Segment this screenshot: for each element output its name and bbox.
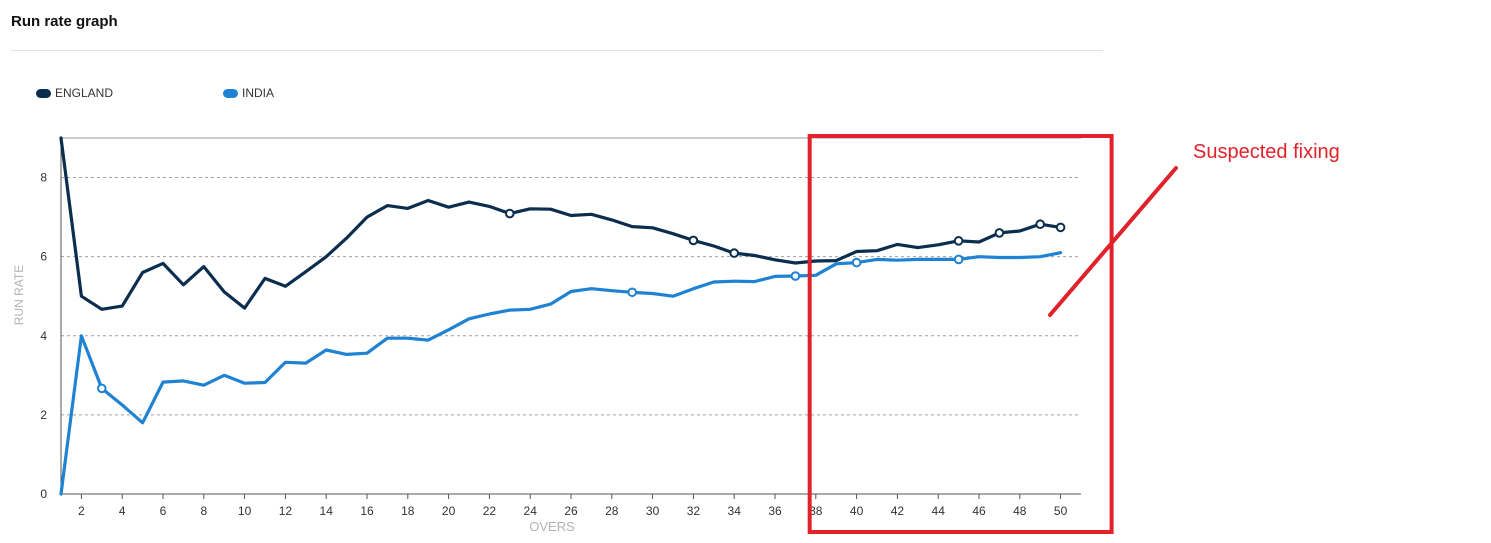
y-tick-label: 2 <box>40 408 47 422</box>
x-tick-label: 16 <box>360 504 374 518</box>
highlight-box <box>807 134 1114 534</box>
x-tick-label: 20 <box>442 504 456 518</box>
title-divider <box>11 50 1103 51</box>
x-tick-label: 50 <box>1054 504 1068 518</box>
legend-swatch-england <box>36 88 51 98</box>
point-marker-india <box>953 254 964 265</box>
x-tick-label: 40 <box>850 504 864 518</box>
marker-layer <box>97 208 1066 394</box>
x-tick-label: 12 <box>279 504 293 518</box>
grid-layer <box>61 137 1081 416</box>
x-tick-label: 32 <box>687 504 701 518</box>
x-tick-label: 6 <box>160 504 167 518</box>
x-tick-label: 8 <box>200 504 207 518</box>
point-marker-england <box>953 236 964 246</box>
x-tick-label: 26 <box>564 504 578 518</box>
x-tick-label: 34 <box>728 504 742 518</box>
x-tick-label: 24 <box>524 504 538 518</box>
point-marker-england <box>1055 222 1066 233</box>
x-tick-label: 30 <box>646 504 660 518</box>
point-marker-england <box>994 228 1005 238</box>
point-marker-india <box>97 383 107 394</box>
legend-label-england: ENGLAND <box>55 86 114 100</box>
point-marker-england <box>505 208 515 219</box>
y-tick-label: 0 <box>40 487 47 501</box>
y-tick-label: 6 <box>40 250 47 264</box>
x-tick-label: 10 <box>238 504 252 518</box>
y-axis-title: RUN RATE <box>12 265 26 325</box>
x-tick-label: 22 <box>483 504 497 518</box>
page-title: Run rate graph <box>11 13 118 30</box>
series-line-india <box>59 251 1063 496</box>
x-tick-label: 14 <box>320 504 334 518</box>
point-marker-india <box>790 271 801 281</box>
x-tick-label: 42 <box>891 504 905 518</box>
legend-item-india[interactable]: INDIA <box>223 86 274 100</box>
annotation-layer <box>807 134 1178 534</box>
point-marker-india <box>627 287 638 298</box>
legend-item-england[interactable]: ENGLAND <box>36 86 113 100</box>
x-tick-label: 2 <box>78 504 85 518</box>
x-tick-label: 28 <box>605 504 619 518</box>
annotation-pointer-line <box>1048 166 1178 317</box>
x-tick-label: 36 <box>768 504 782 518</box>
series-layer <box>59 136 1063 496</box>
y-tick-label: 8 <box>40 171 47 185</box>
point-marker-india <box>851 257 862 268</box>
x-axis-title: OVERS <box>529 519 575 534</box>
point-marker-england <box>1035 219 1045 230</box>
legend-label-india: INDIA <box>242 86 275 100</box>
x-tick-label: 46 <box>972 504 986 518</box>
x-tick-label: 4 <box>119 504 126 518</box>
x-tick-label: 48 <box>1013 504 1027 518</box>
x-tick-label: 18 <box>401 504 415 518</box>
x-tick-label: 44 <box>932 504 946 518</box>
x-tick-label: 38 <box>809 504 823 518</box>
y-tick-label: 4 <box>40 329 47 343</box>
series-line-england <box>59 136 1063 311</box>
legend-swatch-india <box>223 88 238 98</box>
annotation-label: Suspected fixing <box>1193 141 1340 163</box>
point-marker-england <box>688 235 699 246</box>
point-marker-england <box>729 248 740 258</box>
